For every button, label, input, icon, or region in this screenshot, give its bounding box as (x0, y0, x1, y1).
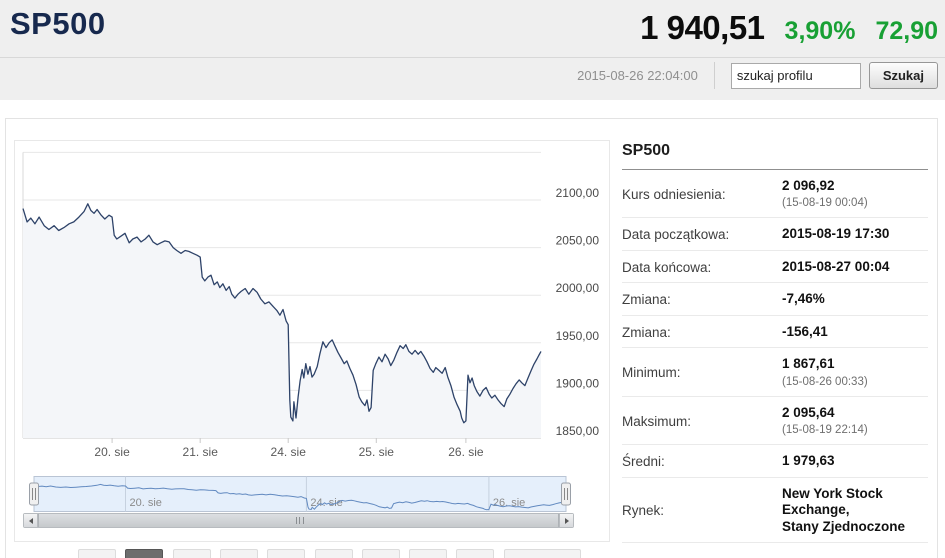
info-row-date: (15-08-19 00:04) (782, 197, 868, 210)
x-axis-label: 24. sie (271, 445, 307, 459)
x-axis-label: 20. sie (94, 445, 130, 459)
chart-container: 2100,00 2050,00 2000,00 1950,00 1900,00 1850,… (14, 140, 610, 542)
navigator-line (33, 483, 567, 511)
info-panel: SP500 Kurs odniesienia: 2 096,92 (15-08-19… (622, 140, 928, 544)
quote-summary: 1 940,51 3,90% 72,90 (640, 9, 938, 47)
info-row-value: 1 867,61 (15-08-26 00:33) (782, 356, 868, 388)
info-row-value: 2015-08-19 17:30 (782, 226, 890, 242)
x-axis-label: 25. sie (359, 445, 395, 459)
range-button[interactable] (78, 549, 116, 558)
scroll-right-icon (564, 517, 569, 524)
info-row-value: 2 095,64 (15-08-19 22:14) (782, 404, 868, 437)
range-button[interactable] (361, 549, 400, 558)
info-row-date: (15-08-26 00:33) (782, 375, 868, 388)
info-row-value: -7,46% (782, 291, 825, 307)
info-row: Zmiana: -156,41 (622, 316, 928, 349)
info-row-label: Minimum: (622, 365, 681, 381)
navigator-selected-range[interactable] (33, 476, 567, 512)
main-chart-svg[interactable]: 2100,00 2050,00 2000,00 1950,00 1900,00 1850,… (15, 141, 609, 475)
x-axis-label: 21. sie (183, 445, 219, 459)
search-bar: 2015-08-26 22:04:00 Szukaj (577, 62, 938, 89)
x-axis-label: 26. sie (448, 445, 484, 459)
scrollbar-thumb[interactable] (38, 514, 559, 527)
info-row: Zmiana: -7,46% (622, 283, 928, 316)
range-button[interactable] (503, 549, 581, 558)
info-row-value: 1 979,63 (782, 453, 835, 469)
info-row-label: Kurs odniesienia: (622, 186, 726, 202)
info-row-value: -156,41 (782, 323, 828, 339)
change-percent: 3,90% (784, 17, 856, 45)
price-line (22, 203, 542, 424)
info-row-label: Data początkowa: (622, 227, 730, 243)
scrollbar-grip-icon (295, 517, 304, 524)
search-input[interactable] (730, 62, 861, 89)
range-button[interactable] (267, 549, 306, 558)
scrollbar-left-button[interactable] (24, 514, 38, 527)
price-area (23, 203, 541, 438)
y-axis-label: 1900,00 (556, 376, 600, 390)
info-row-value: New York Stock Exchange, Stany Zjednoczon… (782, 485, 906, 534)
page-title: SP500 (10, 6, 106, 41)
info-row-label: Zmiana: (622, 292, 671, 308)
navigator-svg[interactable]: 20. sie 24. sie 26. sie (15, 475, 609, 513)
info-row: Data początkowa: 2015-08-19 17:30 (622, 218, 928, 251)
header-divider (0, 57, 945, 58)
info-row-value: 2 096,92 (15-08-19 00:04) (782, 178, 868, 210)
y-axis-label: 1950,00 (556, 329, 600, 343)
y-axis-label: 1850,00 (556, 424, 600, 438)
info-row-label: Rynek: (622, 503, 665, 518)
info-row-value: 2015-08-27 00:04 (782, 258, 890, 274)
y-axis-label: 2050,00 (556, 234, 600, 248)
info-row: Średni: 1 979,63 (622, 445, 928, 478)
nav-handle-right[interactable] (561, 482, 571, 506)
change-absolute: 72,90 (875, 17, 938, 45)
range-button[interactable] (456, 549, 495, 558)
quote-header: SP500 1 940,51 3,90% 72,90 2015-08-26 22… (0, 0, 945, 100)
info-row-label: Średni: (622, 454, 665, 470)
chart-scrollbar (23, 513, 574, 528)
search-button[interactable]: Szukaj (868, 62, 938, 89)
info-row-date: (15-08-19 22:14) (782, 424, 868, 437)
info-row-label: Data końcowa: (622, 259, 712, 275)
range-button[interactable] (409, 549, 448, 558)
info-row-label: Maksimum: (622, 413, 692, 429)
info-row: Rynek: New York Stock Exchange, Stany Zjed… (622, 478, 928, 544)
info-row: Kurs odniesienia: 2 096,92 (15-08-19 00:04… (622, 170, 928, 219)
y-axis-label: 2000,00 (556, 281, 600, 295)
info-panel-title: SP500 (622, 140, 928, 170)
range-button[interactable] (219, 549, 258, 558)
info-row-label: Zmiana: (622, 324, 671, 340)
range-button[interactable] (125, 549, 164, 558)
y-axis-label: 2100,00 (556, 186, 600, 200)
navigator-label: 20. sie (130, 497, 162, 509)
range-button[interactable] (172, 549, 211, 558)
info-rows: Kurs odniesienia: 2 096,92 (15-08-19 00:04… (622, 170, 928, 544)
last-price: 1 940,51 (640, 9, 765, 46)
navigator-label: 24. sie (310, 497, 342, 509)
info-row: Minimum: 1 867,61 (15-08-26 00:33) (622, 348, 928, 397)
info-row: Data końcowa: 2015-08-27 00:04 (622, 251, 928, 284)
range-button[interactable] (314, 549, 353, 558)
nav-handle-left[interactable] (29, 482, 39, 506)
scroll-left-icon (28, 517, 33, 524)
scrollbar-right-button[interactable] (559, 514, 573, 527)
vertical-divider (713, 62, 715, 89)
info-row: Maksimum: 2 095,64 (15-08-19 22:14) (622, 397, 928, 446)
quote-timestamp: 2015-08-26 22:04:00 (577, 68, 698, 83)
